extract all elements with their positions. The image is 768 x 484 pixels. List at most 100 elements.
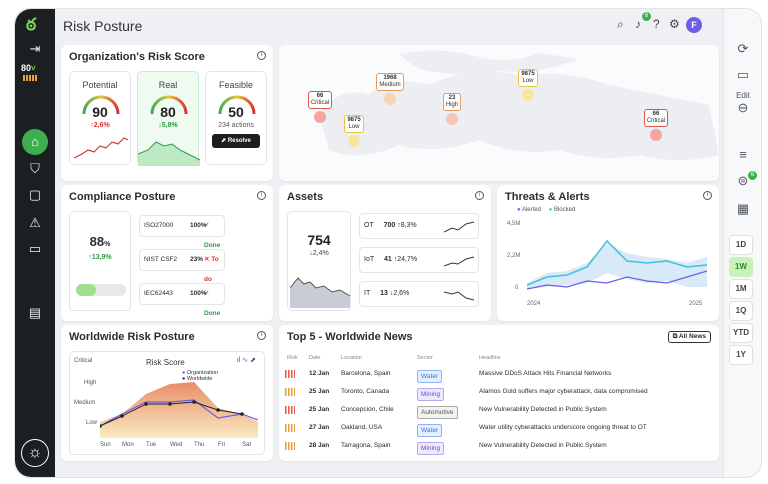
card-title: Threats & Alerts [505,191,590,203]
chart-tools[interactable]: ıl ∿ ⬈ [237,356,256,364]
info-icon[interactable]: i [257,51,266,60]
gauge-label: Real [158,80,178,90]
display-icon[interactable]: ▭ [736,67,750,82]
news-headline[interactable]: Alamos Gold suffers major cyberattack, d… [479,388,648,395]
expand-icon[interactable]: ⬈ [250,357,256,364]
column-header: Sector [417,355,433,361]
news-headline[interactable]: Massive DDoS Attack Hits Financial Netwo… [479,370,612,377]
level-label: Critical [74,358,93,364]
standard-name: NIST CSF2 [144,256,178,263]
chart-title: Risk Score [146,358,185,367]
range-ytd-button[interactable]: YTD [729,323,753,343]
asset-row[interactable]: IT 13 ↓2,6% [359,281,479,307]
list-icon[interactable]: ≡ [739,147,747,162]
range-1y-button[interactable]: 1Y [729,345,753,365]
line-chart-icon[interactable]: ∿ [242,357,249,364]
risk-score-card: Organization's Risk Score i Potential 90… [61,45,273,181]
logo-icon: ఠ [26,15,37,34]
compliance-card: Compliance Posture i 88% ↑13,9% ISO27000… [61,185,273,321]
info-icon[interactable]: i [257,191,266,200]
standard-status: ✓ Done [204,290,221,317]
europe-map [319,50,719,160]
asset-row[interactable]: OT 700 ↑8,3% [359,213,479,239]
open-icon: ⧉ [672,333,679,340]
standard-row[interactable]: IEC62443 100% ✓ Done [139,283,225,317]
card-title: Compliance Posture [69,191,176,203]
news-row[interactable]: 25 Jan Concepción, Chile Automotive New Vul… [285,403,705,419]
document-icon[interactable]: ▢ [28,187,42,202]
news-sector: Mining [417,388,445,401]
feasible-actions: 234 actions [218,122,254,129]
news-headline[interactable]: Water utility cyberattacks underscore on… [479,424,647,431]
map-pin[interactable]: 9875 Low [339,115,369,147]
map-pin[interactable]: 66 Critical [641,109,671,141]
gauge-label: Potential [82,80,118,90]
search-icon[interactable]: ⌕ [617,17,624,31]
news-card: Top 5 - Worldwide News ⧉ All News Risk D… [279,325,719,461]
avatar[interactable]: F [686,17,702,33]
range-1w-button[interactable]: 1W [729,257,753,277]
warning-icon[interactable]: ⚠ [29,215,41,230]
collapse-icon[interactable]: ⇥ [29,41,41,56]
day-tick: Wed [170,442,183,448]
gauge-icon [82,95,120,115]
map-pin[interactable]: 1968 Medium [375,73,405,105]
theme-toggle-icon[interactable]: ☼ [21,439,49,467]
risk-map[interactable]: 66 Critical 9875 Low 1968 Medium 23 High 987… [279,45,719,181]
calendar-icon[interactable]: ▦ [736,201,750,216]
shield-icon[interactable]: ⛉ [30,161,40,176]
edit-toggle[interactable]: Edit ⊖ [724,91,761,116]
pin-value: 1968 [383,75,397,81]
standard-name: IEC62443 [144,290,173,297]
info-icon[interactable]: i [475,191,484,200]
risk-level-icon [285,442,295,450]
potential-box: Potential 90 ↑2,6% [69,71,131,165]
filter-icon[interactable]: ⊜ [737,173,749,188]
all-news-button[interactable]: ⧉ All News [667,331,711,343]
range-1m-button[interactable]: 1M [729,279,753,299]
column-header: Risk [287,355,298,361]
day-tick: Sun [100,442,111,448]
news-date: 28 Jan [309,442,330,449]
asset-row[interactable]: IoT 41 ↑24,7% [359,247,479,273]
news-row[interactable]: 28 Jan Tarragona, Spain Mining New Vulnerab… [285,439,705,455]
assets-summary: 754 ↓2,4% [287,211,351,311]
standard-row[interactable]: NIST CSF2 23% ✕ To do [139,249,225,283]
report-icon[interactable]: ▤ [28,305,42,320]
threats-chart [527,239,707,290]
risk-level-icon [285,370,295,378]
news-sector: Water [417,424,443,437]
range-1d-button[interactable]: 1D [729,235,753,255]
bar-chart-icon[interactable]: ıl [236,357,241,364]
home-icon[interactable]: ⌂ [22,129,48,155]
map-pin[interactable]: 23 High [437,93,467,125]
resolve-button[interactable]: ⬈ Resolve [212,134,260,148]
pin-label: Critical [646,118,666,124]
compliance-progress [76,284,126,296]
refresh-icon[interactable]: ⟳ [737,41,749,56]
range-1q-button[interactable]: 1Q [729,301,753,321]
external-link-icon: ⬈ [221,138,228,144]
news-headline[interactable]: New Vulnerability Detected in Public Sys… [479,406,607,413]
gear-icon[interactable]: ⚙ [669,17,680,31]
nav-score[interactable]: 80˅ [21,63,36,73]
filter-badge: 6 [748,171,757,180]
news-row[interactable]: 25 Jan Toronto, Canada Mining Alamos Gold s… [285,385,705,401]
info-icon[interactable]: i [257,331,266,340]
map-pin[interactable]: 66 Critical [305,91,335,123]
map-pin[interactable]: 9875 Low [513,69,543,101]
asset-name: IoT [364,256,374,263]
news-row[interactable]: 27 Jan Oakland, USA Water Water utility cyb… [285,421,705,437]
help-icon[interactable]: ? [653,17,660,31]
top-bar: Risk Posture ⌕ ♪ 6 ? ⚙ F [55,9,723,41]
column-header: Location [341,355,362,361]
news-date: 25 Jan [309,406,330,413]
standard-row[interactable]: ISO27000 100% ✓ Done [139,215,225,249]
feasible-value: 50 [228,104,244,120]
monitor-icon[interactable]: ▭ [28,241,42,256]
info-icon[interactable]: i [703,191,712,200]
bell-icon[interactable]: ♪ [635,17,641,31]
news-row[interactable]: 12 Jan Barcelona, Spain Water Massive DDoS … [285,367,705,383]
news-headline[interactable]: New Vulnerability Detected in Public Sys… [479,442,607,449]
asset-count: 41 [383,256,392,263]
